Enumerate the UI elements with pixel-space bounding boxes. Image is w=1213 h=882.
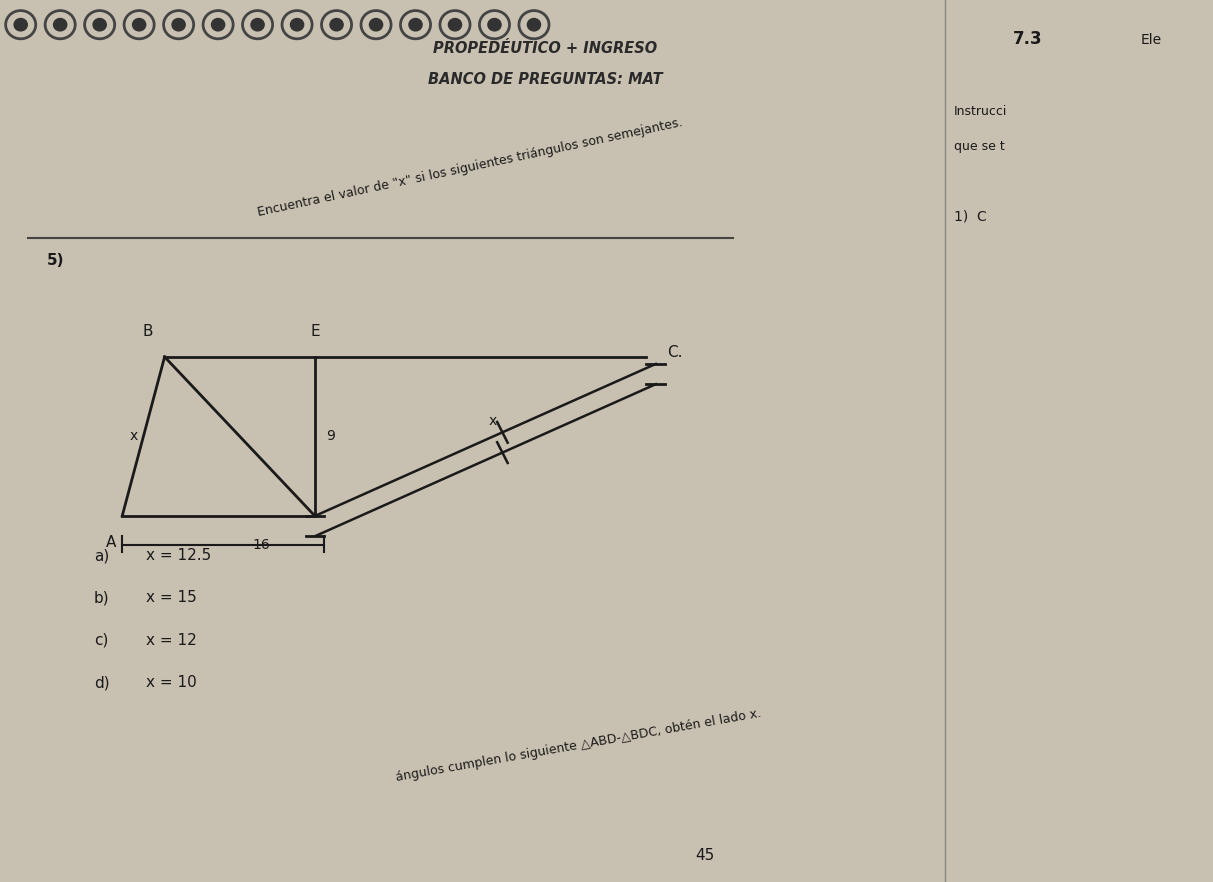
Text: x: x [488,414,496,428]
Text: 9: 9 [326,430,335,444]
Text: Encuentra el valor de "x" si los siguientes triángulos son semejantes.: Encuentra el valor de "x" si los siguien… [256,116,684,219]
Circle shape [528,19,541,31]
Text: x = 12: x = 12 [146,632,197,648]
Circle shape [449,19,462,31]
Text: Ele: Ele [1140,34,1161,47]
Text: b): b) [95,590,109,606]
Text: C.: C. [667,345,683,360]
Circle shape [93,19,107,31]
Circle shape [53,19,67,31]
Text: 1)  C: 1) C [953,210,986,223]
Text: x = 15: x = 15 [146,590,197,606]
Circle shape [132,19,146,31]
Circle shape [330,19,343,31]
Text: E: E [311,325,320,340]
Circle shape [211,19,224,31]
Text: d): d) [95,675,109,691]
Circle shape [409,19,422,31]
Text: x = 10: x = 10 [146,675,197,691]
Text: 7.3: 7.3 [1013,30,1042,49]
Text: x = 12.5: x = 12.5 [146,548,211,564]
Text: 45: 45 [695,848,714,863]
Text: c): c) [95,632,108,648]
Text: B: B [142,325,153,340]
Circle shape [172,19,186,31]
Circle shape [290,19,303,31]
Circle shape [15,19,27,31]
Text: x: x [130,430,137,444]
Text: a): a) [95,548,109,564]
Text: que se t: que se t [953,140,1004,153]
Text: A: A [106,535,116,550]
Circle shape [488,19,501,31]
Text: 16: 16 [252,538,269,552]
Circle shape [251,19,264,31]
Text: BANCO DE PREGUNTAS: MAT: BANCO DE PREGUNTAS: MAT [428,71,662,87]
Text: 5): 5) [47,252,64,268]
Text: Instrucci: Instrucci [953,105,1007,117]
Text: ángulos cumplen lo siguiente △ABD-△BDC, obtén el lado x.: ángulos cumplen lo siguiente △ABD-△BDC, … [395,706,762,784]
Text: PROPEDÉUTICO + INGRESO: PROPEDÉUTICO + INGRESO [433,41,657,56]
Circle shape [370,19,382,31]
